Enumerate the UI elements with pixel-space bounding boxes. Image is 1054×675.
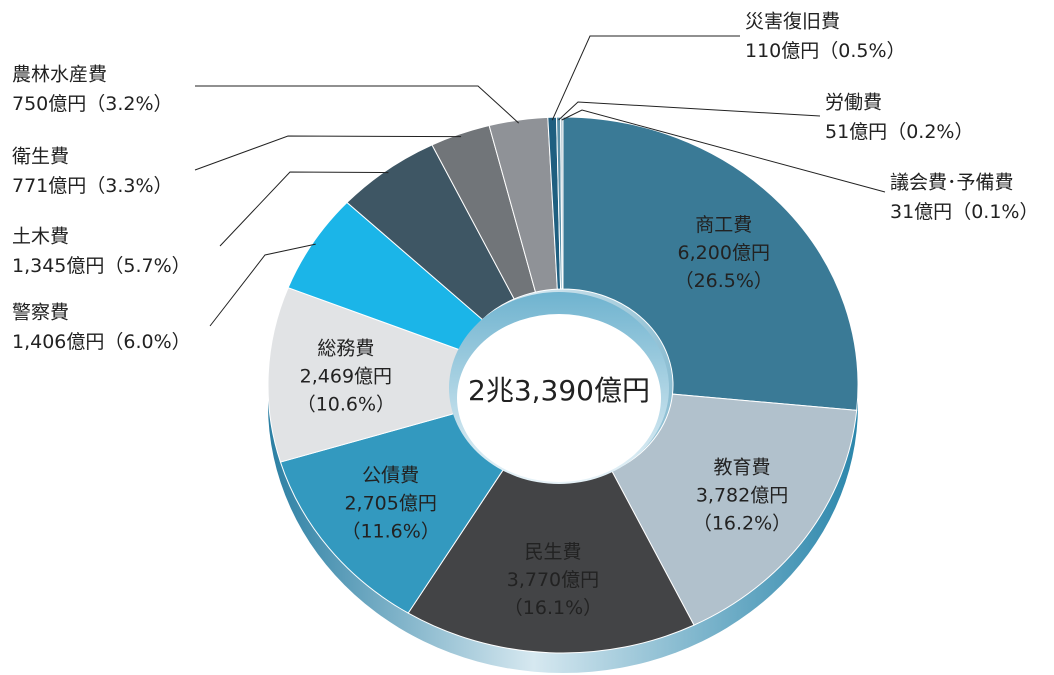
share-label: （5.7%） [104,255,190,277]
leader-line [551,35,740,121]
value-label: 31億円（0.1%） [890,201,1038,223]
slice-label: （10.6%） [297,394,395,416]
leader-line [561,109,886,193]
category-label: 議会費･予備費 [890,172,1014,194]
value-label: 1,406億円（6.0%） [12,331,191,353]
share-label: （3.2%） [86,93,172,115]
value-label: 771億円（3.3%） [12,175,173,197]
slice-label: 2,705億円 [344,493,436,515]
category-label: 災害復旧費 [745,11,840,33]
slice-label: （16.2%） [693,512,791,534]
slice-label: （26.5%） [675,270,773,292]
slice-label: 3,782億円 [696,484,788,506]
share-label: （6.0%） [104,331,190,353]
slice-label: 総務費 [317,338,374,360]
slice-label: 教育費 [714,456,771,478]
slice [562,116,859,411]
share-label: （0.2%） [887,121,973,143]
category-label: 農林水産費 [12,64,107,86]
slice-label: 商工費 [695,214,752,236]
value-label: 31億円 [890,201,952,223]
value-label: 1,406億円 [12,331,104,353]
category-label: 警察費 [12,302,69,324]
leader-line [558,101,821,121]
center-label: 2兆3,390億円 [468,374,650,407]
value-label: 771億円 [12,175,86,197]
value-label: 1,345億円（5.7%） [12,255,191,277]
leader-line [195,85,520,124]
category-label: 土木費 [12,226,69,248]
slice [611,393,858,626]
value-label: 51億円 [825,121,887,143]
value-label: 110億円 [745,40,819,62]
slice-label: （11.6%） [341,521,439,543]
pie-hole-center [457,314,661,482]
category-label: 労働費 [825,92,882,114]
slice-label: 2,469億円 [300,366,392,388]
slice-label: 民生費 [524,541,581,563]
share-label: （0.5%） [819,40,905,62]
share-label: （3.3%） [86,175,172,197]
value-label: 750億円（3.2%） [12,93,173,115]
share-label: （0.1%） [952,201,1038,223]
leader-line [194,135,462,171]
value-label: 110億円（0.5%） [745,40,906,62]
value-label: 750億円 [12,93,86,115]
value-label: 1,345億円 [12,255,104,277]
leader-line [209,243,316,327]
slice-label: 6,200億円 [678,242,770,264]
slice-label: 3,770億円 [507,569,599,591]
slice-label: 公債費 [362,465,419,487]
category-label: 衛生費 [12,146,69,168]
slice-label: （16.1%） [504,597,602,619]
leader-line [219,171,389,247]
value-label: 51億円（0.2%） [825,121,973,143]
